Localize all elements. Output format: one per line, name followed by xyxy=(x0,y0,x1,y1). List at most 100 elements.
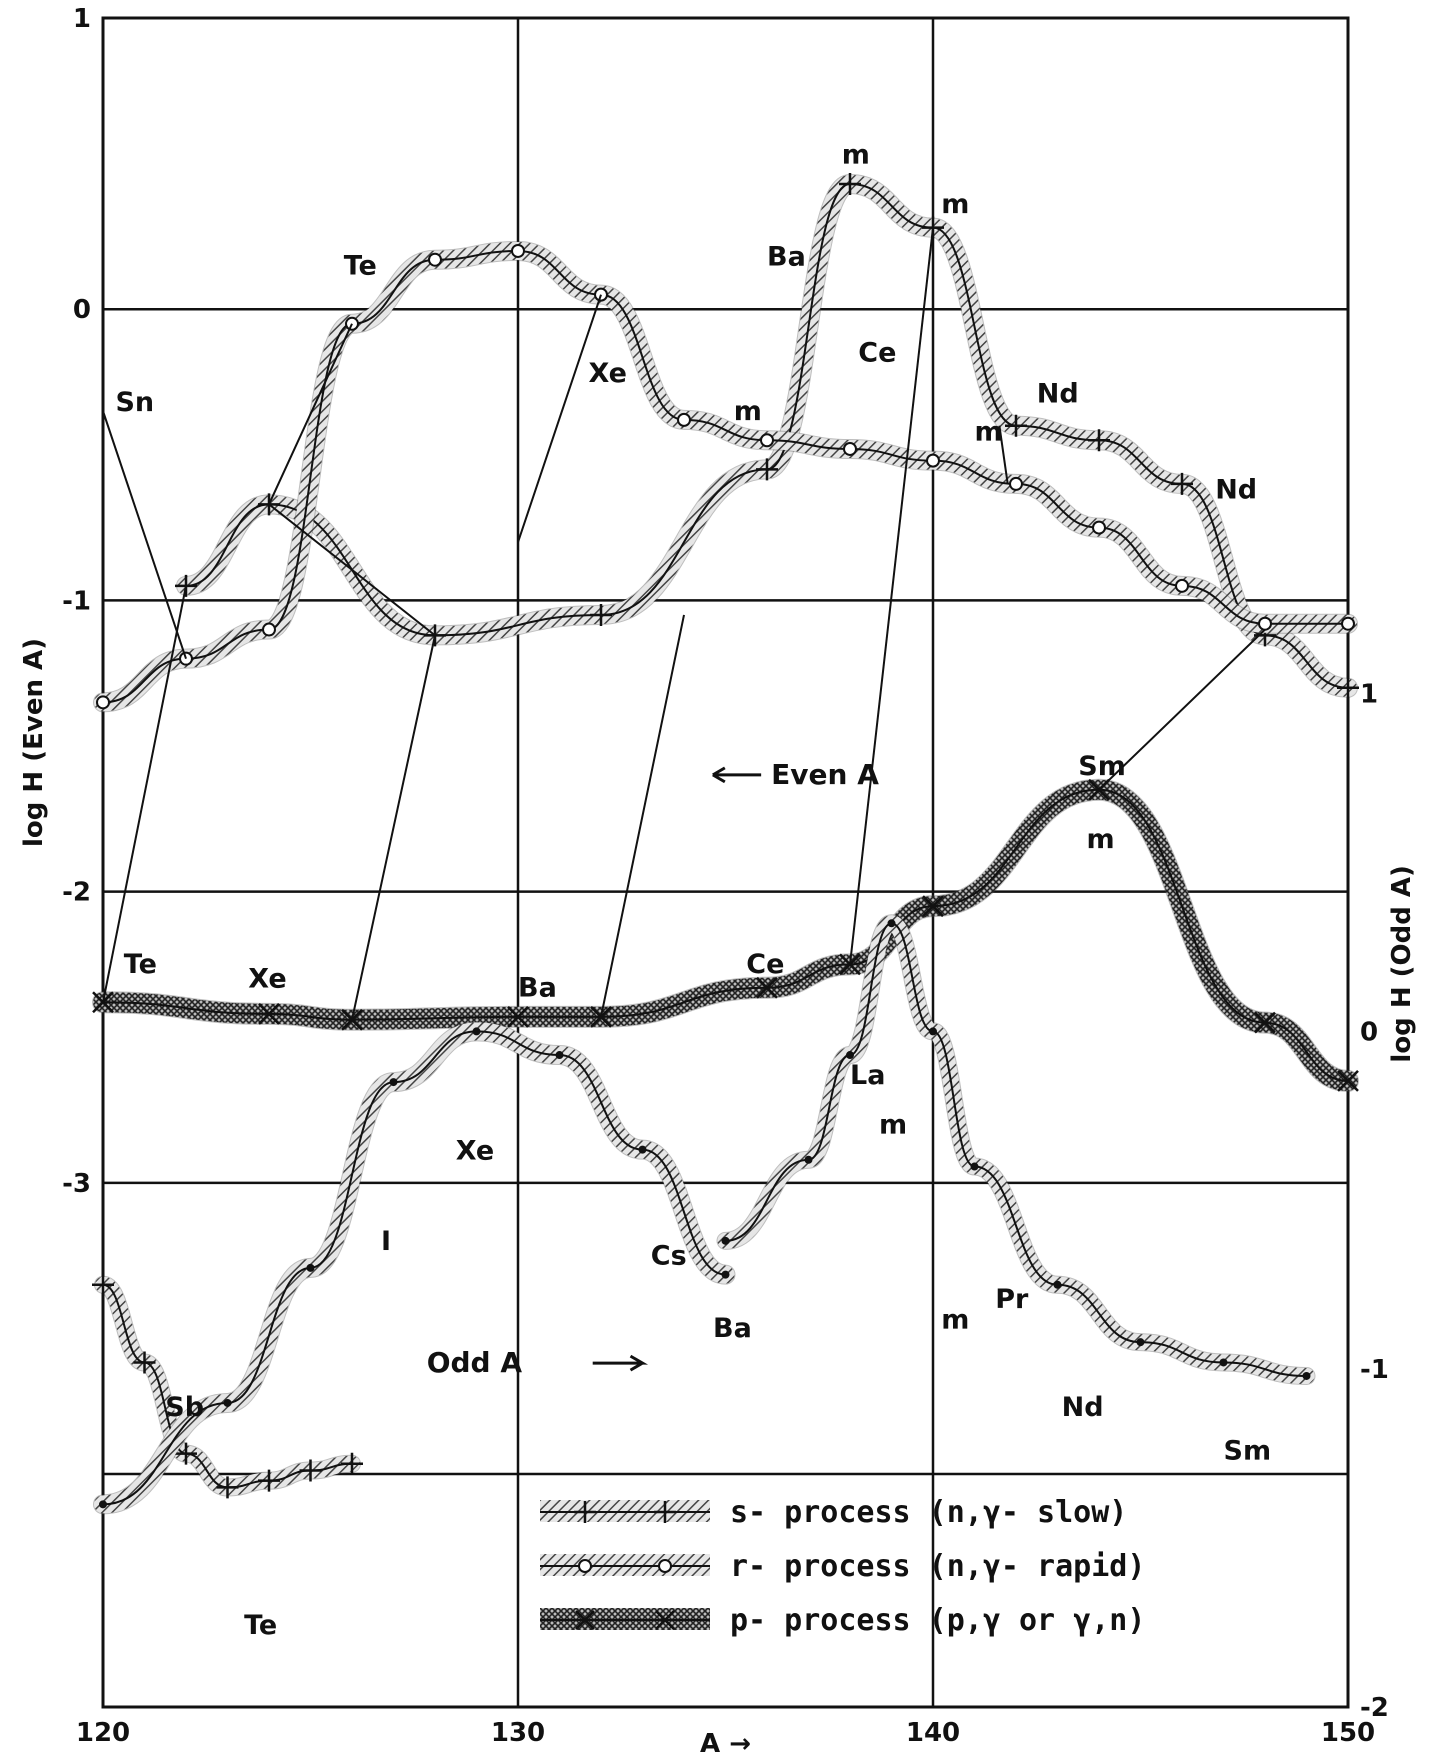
data-point-dot xyxy=(887,919,896,928)
isobar-link xyxy=(600,614,685,1018)
element-label: Ba xyxy=(767,242,806,273)
element-label: Sm xyxy=(1078,751,1126,782)
x-tick-label: 130 xyxy=(491,1718,545,1748)
y-right-tick-label: -2 xyxy=(1360,1693,1389,1723)
legend-marker-plus xyxy=(574,1501,596,1523)
data-point-dot xyxy=(846,1051,854,1060)
data-point-dot xyxy=(223,1398,232,1407)
legend-marker-cross xyxy=(655,1610,675,1630)
isobar-link xyxy=(998,425,1009,485)
data-point-plus xyxy=(175,574,197,597)
series-band xyxy=(93,779,1358,1091)
x-tick-label: 120 xyxy=(76,1718,130,1748)
data-point-dot xyxy=(721,1236,730,1245)
plot-frame xyxy=(101,16,1350,1709)
element-label: Nd xyxy=(1037,378,1079,409)
element-label: Xe xyxy=(248,964,286,995)
data-point-dot xyxy=(1053,1280,1062,1289)
data-point-plus xyxy=(258,1469,280,1492)
element-label: Te xyxy=(244,1610,277,1641)
data-point-plus xyxy=(590,603,612,626)
data-point-circle xyxy=(262,622,276,637)
element-label: m xyxy=(1087,824,1115,855)
element-label: m xyxy=(842,140,870,171)
data-point-dot xyxy=(306,1263,315,1272)
element-label: Cs xyxy=(651,1240,687,1271)
data-point-cross xyxy=(92,991,114,1014)
y-right-tick-label: 0 xyxy=(1360,1017,1378,1047)
isobar-link xyxy=(102,585,187,1003)
element-label: Sb xyxy=(165,1392,204,1423)
data-point-plus xyxy=(839,172,861,195)
element-label: Sn xyxy=(115,387,154,418)
y-right-tick-label: -1 xyxy=(1360,1355,1389,1385)
element-label: Ce xyxy=(858,338,896,369)
data-point-plus xyxy=(1171,472,1193,495)
data-point-circle xyxy=(1092,520,1106,535)
legend-marker-circle xyxy=(578,1559,592,1573)
series-line xyxy=(102,249,1348,704)
data-point-circle xyxy=(926,453,940,468)
isobar-link xyxy=(517,294,602,543)
element-label: Ce xyxy=(746,949,784,980)
series-line xyxy=(102,1283,353,1489)
y-left-axis-title: log H (Even A) xyxy=(19,638,49,847)
element-label: Even A xyxy=(771,758,879,791)
x-axis-title: A → xyxy=(700,1729,751,1759)
series-band xyxy=(95,1276,360,1496)
data-point-plus xyxy=(133,1351,156,1374)
data-point-dot xyxy=(804,1155,813,1164)
data-point-dot xyxy=(99,1500,107,1509)
isobar-link xyxy=(268,503,436,637)
legend-label: r- process (n,γ- rapid) xyxy=(730,1549,1145,1584)
element-label: m xyxy=(734,396,762,427)
series-line xyxy=(102,1030,726,1506)
data-point-plus xyxy=(216,1476,239,1499)
data-point-cross xyxy=(590,1005,612,1028)
data-point-dot xyxy=(1136,1338,1145,1347)
data-point-circle xyxy=(677,412,691,427)
data-point-plus xyxy=(756,458,778,481)
y-right-tick-label: 1 xyxy=(1360,680,1378,710)
y-left-tick-label: -1 xyxy=(62,586,91,616)
data-point-dot xyxy=(638,1145,647,1154)
data-point-cross xyxy=(258,1003,280,1025)
y-right-axis-title: log H (Odd A) xyxy=(1387,865,1417,1063)
element-label: Pr xyxy=(995,1284,1029,1315)
element-label: Odd A xyxy=(427,1346,523,1379)
element-label: Nd xyxy=(1215,474,1257,505)
data-point-plus xyxy=(175,1442,197,1465)
data-point-dot xyxy=(472,1027,481,1036)
isobar-link xyxy=(351,635,436,1020)
x-tick-label: 140 xyxy=(906,1718,960,1748)
legend-marker-circle xyxy=(658,1559,672,1573)
data-point-circle xyxy=(843,441,857,456)
series-band-shadow xyxy=(94,1275,361,1497)
element-label: m xyxy=(879,1109,907,1140)
element-label: Ba xyxy=(518,972,557,1003)
element-label: m xyxy=(941,189,969,220)
data-point-dot xyxy=(970,1162,979,1171)
data-point-dot xyxy=(1302,1371,1311,1380)
series-line xyxy=(725,922,1307,1377)
element-label: Te xyxy=(124,949,157,980)
data-point-dot xyxy=(555,1051,564,1060)
data-point-circle xyxy=(1341,616,1355,631)
data-point-cross xyxy=(756,976,778,999)
element-label: Te xyxy=(344,250,377,281)
x-tick-label: 150 xyxy=(1321,1718,1375,1748)
legend-label: p- process (p,γ or γ,n) xyxy=(730,1603,1145,1638)
data-point-circle xyxy=(511,243,525,258)
element-label: Nd xyxy=(1062,1392,1104,1423)
element-label: Ba xyxy=(713,1313,752,1344)
legend-marker-cross xyxy=(575,1610,595,1630)
isobar-link xyxy=(102,410,187,659)
element-label: Xe xyxy=(456,1136,494,1167)
isobar-link xyxy=(268,323,353,505)
data-point-plus xyxy=(299,1459,322,1482)
data-point-plus xyxy=(92,1273,114,1296)
legend-label: s- process (n,γ- slow) xyxy=(730,1495,1127,1530)
data-point-dot xyxy=(1219,1358,1228,1367)
data-point-cross xyxy=(1254,1011,1276,1034)
odd-a-arrow xyxy=(592,1354,649,1372)
